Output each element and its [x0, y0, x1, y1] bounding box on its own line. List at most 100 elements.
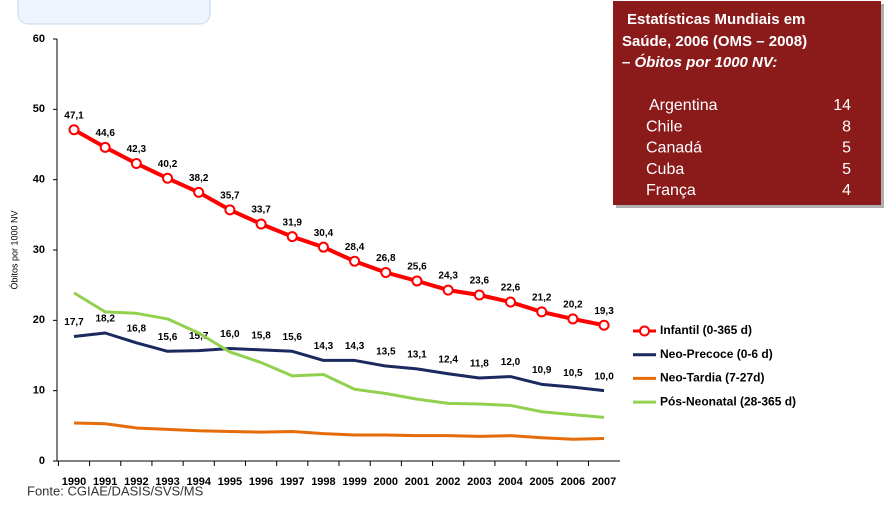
point — [193, 186, 205, 198]
info-country: França — [646, 182, 696, 199]
x-tick-label: 1993 — [155, 476, 179, 488]
y-tick-label: 20 — [33, 314, 45, 326]
info-subtitle: – Óbitos por 1000 NV: — [622, 53, 777, 71]
data-label: 10,5 — [563, 368, 583, 379]
x-tick-label: 2006 — [561, 476, 585, 488]
data-label: 24,3 — [438, 271, 458, 282]
data-label: 23,6 — [470, 276, 490, 287]
data-label: 21,2 — [532, 293, 552, 304]
x-tick-label: 2003 — [467, 476, 491, 488]
data-label: 33,7 — [251, 205, 271, 216]
data-label: 19,3 — [594, 306, 614, 317]
x-tick-label: 1994 — [186, 476, 211, 488]
x-tick-label: 1995 — [218, 476, 242, 488]
series-line — [73, 331, 605, 393]
point — [130, 157, 142, 169]
data-label: 12,4 — [438, 354, 458, 365]
data-label: 15,6 — [158, 332, 178, 343]
series-line — [73, 291, 605, 419]
info-country: Argentina — [649, 97, 718, 114]
data-label: 17,7 — [64, 317, 84, 328]
point — [286, 231, 298, 243]
info-country: Chile — [646, 118, 683, 135]
data-label: 14,3 — [345, 341, 365, 352]
point — [224, 204, 236, 216]
x-tick-label: 1991 — [93, 476, 117, 488]
data-label: 26,8 — [376, 253, 396, 264]
data-label: 10,0 — [594, 371, 614, 382]
data-label: 35,7 — [220, 191, 240, 202]
legend-label: Infantil (0-365 d) — [660, 323, 752, 337]
point — [536, 306, 548, 318]
point — [380, 267, 392, 279]
point — [255, 218, 267, 230]
data-label: 11,8 — [470, 359, 489, 370]
y-tick-label: 60 — [33, 33, 45, 45]
data-label: 13,1 — [407, 350, 427, 361]
info-value: 4 — [842, 182, 851, 199]
y-axis-title: Óbitos por 1000 NV — [9, 210, 19, 289]
data-label: 16,0 — [220, 329, 240, 340]
legend-label: Neo-Tardia (7-27d) — [660, 371, 764, 385]
legend-label: Neo-Precoce (0-6 d) — [660, 347, 773, 361]
x-tick-label: 1996 — [249, 476, 273, 488]
point — [442, 284, 454, 296]
y-tick-label: 0 — [39, 455, 45, 467]
data-label: 42,3 — [127, 144, 147, 155]
data-label: 20,2 — [563, 300, 583, 311]
data-label: 15,7 — [189, 331, 209, 342]
x-tick-label: 1990 — [62, 476, 86, 488]
x-tick-label: 2007 — [592, 476, 616, 488]
data-label: 28,4 — [345, 242, 365, 253]
data-label: 16,8 — [127, 323, 147, 334]
data-label: 15,8 — [251, 331, 271, 342]
series-line — [73, 127, 605, 328]
x-tick-label: 1997 — [280, 476, 304, 488]
decoration — [17, 0, 211, 25]
data-label: 25,6 — [407, 262, 427, 273]
source: Fonte: CGIAE/DASIS/SVS/MS — [27, 483, 204, 498]
x-tick-label: 1998 — [311, 476, 335, 488]
data-label: 18,2 — [95, 314, 115, 325]
y-tick-label: 40 — [33, 174, 45, 186]
y-tick-label: 30 — [33, 244, 45, 256]
data-label: 15,6 — [283, 332, 303, 343]
data-label: 12,0 — [501, 357, 521, 368]
point — [411, 275, 423, 287]
info-value: 14 — [833, 97, 851, 114]
data-label: 47,1 — [64, 110, 84, 121]
data-label: 22,6 — [501, 283, 521, 294]
y-tick-label: 10 — [33, 385, 45, 397]
data-label: 44,6 — [95, 128, 115, 139]
point — [505, 296, 517, 308]
data-label: 31,9 — [283, 217, 303, 228]
point — [317, 241, 329, 253]
x-tick-label: 2000 — [374, 476, 398, 488]
y-tick-label: 50 — [33, 103, 45, 115]
point — [68, 124, 80, 136]
data-label: 38,2 — [189, 173, 209, 184]
x-tick-label: 2001 — [405, 476, 429, 488]
point — [567, 313, 579, 325]
point — [99, 141, 111, 153]
info-country: Cuba — [646, 161, 684, 178]
series-line — [73, 421, 605, 441]
data-label: 10,9 — [532, 365, 552, 376]
data-label: 30,4 — [314, 228, 334, 239]
legend-label: Pós-Neonatal (28-365 d) — [660, 394, 796, 408]
point — [473, 289, 485, 301]
data-label: 13,5 — [376, 347, 396, 358]
info-value: 5 — [842, 140, 851, 157]
x-tick-label: 2002 — [436, 476, 460, 488]
info-value: 8 — [842, 118, 851, 135]
info-title: Estatísticas Mundiais em — [627, 11, 805, 28]
point — [162, 172, 174, 184]
x-tick-label: 1992 — [124, 476, 148, 488]
legend-marker — [639, 325, 650, 337]
x-tick-label: 2004 — [498, 476, 523, 488]
info-box — [613, 1, 881, 205]
x-tick-label: 1999 — [342, 476, 366, 488]
info-country: Canadá — [646, 140, 702, 157]
data-label: 40,2 — [158, 159, 178, 170]
